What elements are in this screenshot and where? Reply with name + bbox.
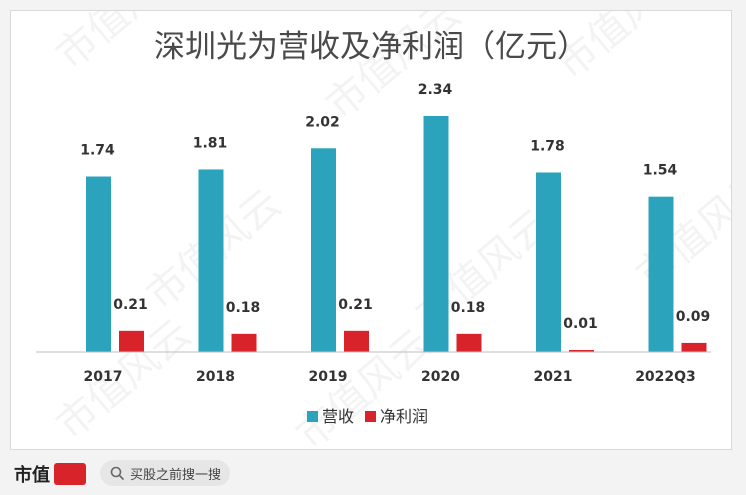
data-label: 0.21 <box>113 297 148 313</box>
x-tick-layer: 2017 2018 2019 2020 2021 2022Q3 <box>84 369 696 385</box>
data-label: 0.18 <box>451 300 486 316</box>
bar-net-profit-2021 <box>569 350 594 352</box>
bar-net-profit-2022Q3 <box>681 342 707 352</box>
legend-label: 营收 <box>322 407 354 426</box>
x-tick-label: 2017 <box>84 369 123 385</box>
data-label: 1.54 <box>643 163 678 179</box>
data-label: 2.02 <box>305 114 340 130</box>
bar-revenue-2017 <box>86 176 111 352</box>
watermark-layer: 市值风云市值风云市值风云市值风云市值风云市值风云市值风云市值风云 <box>48 11 731 449</box>
search-icon <box>110 466 124 480</box>
legend-swatch <box>307 411 318 422</box>
footer-bar: 市值 买股之前搜一搜 <box>0 452 746 495</box>
chart-card: 市值风云市值风云市值风云市值风云市值风云市值风云市值风云市值风云 深圳光为营收及… <box>10 10 732 450</box>
bar-layer: 1.74 1.81 2.02 2.34 1.78 1.54 0.21 0.18 0.21 0.18… <box>80 82 710 352</box>
data-label: 0.18 <box>226 300 261 316</box>
brand-text: 市值 <box>14 465 50 486</box>
bar-revenue-2019 <box>311 148 336 352</box>
x-tick-label: 2018 <box>196 369 235 385</box>
bar-net-profit-2019 <box>344 330 369 352</box>
brand-logo-mark-icon <box>54 463 86 485</box>
data-label: 1.78 <box>530 138 565 154</box>
data-label: 1.81 <box>193 135 228 151</box>
data-label: 0.09 <box>676 309 711 325</box>
legend: 营收 净利润 <box>307 407 428 426</box>
bar-net-profit-2020 <box>456 333 482 352</box>
x-tick-label: 2019 <box>309 369 348 385</box>
bar-revenue-2018 <box>198 169 224 352</box>
data-label: 0.01 <box>563 316 598 332</box>
bar-revenue-2020 <box>423 116 449 352</box>
bar-revenue-2022Q3 <box>648 196 674 352</box>
data-label: 2.34 <box>418 82 453 98</box>
bar-net-profit-2018 <box>231 333 257 352</box>
x-tick-label: 2022Q3 <box>635 369 696 385</box>
watermark-text: 市值风云 <box>628 161 731 299</box>
x-tick-label: 2020 <box>421 369 460 385</box>
bar-revenue-2021 <box>536 172 561 352</box>
search-placeholder: 买股之前搜一搜 <box>130 467 222 483</box>
bar-net-profit-2017 <box>119 330 144 352</box>
x-tick-label: 2021 <box>534 369 573 385</box>
legend-swatch <box>365 411 376 422</box>
chart-title: 深圳光为营收及净利润（亿元） <box>154 29 588 65</box>
chart-svg: 市值风云市值风云市值风云市值风云市值风云市值风云市值风云市值风云 深圳光为营收及… <box>36 11 731 449</box>
legend-label: 净利润 <box>380 407 428 426</box>
data-label: 1.74 <box>80 143 115 159</box>
data-label: 0.21 <box>338 297 373 313</box>
brand-logo[interactable]: 市值 <box>14 461 86 487</box>
search-input[interactable]: 买股之前搜一搜 <box>100 460 230 486</box>
